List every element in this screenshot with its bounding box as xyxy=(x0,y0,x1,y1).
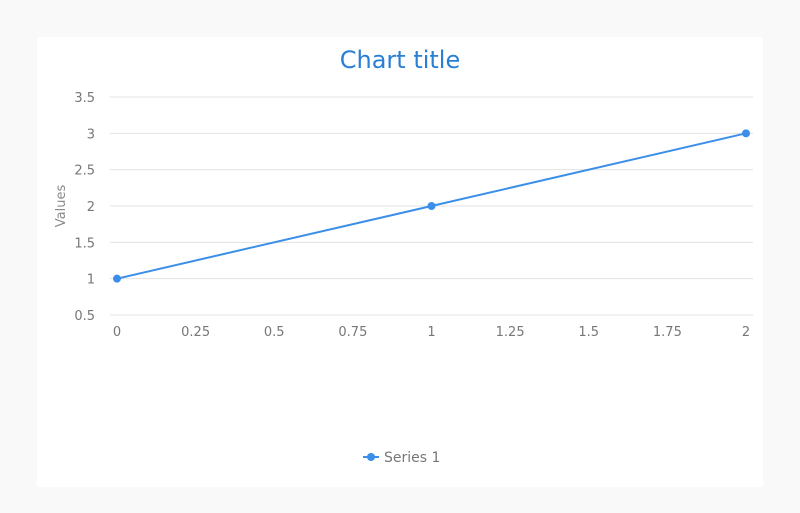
x-tick-label: 2 xyxy=(742,325,750,340)
grid-layer xyxy=(110,96,753,316)
legend[interactable]: Series 1 xyxy=(363,450,440,466)
y-tick-label: 2 xyxy=(87,200,95,215)
y-tick-label: 3 xyxy=(87,127,95,142)
y-tick-label: 1 xyxy=(87,273,95,288)
y-tick-label: 1.5 xyxy=(74,236,95,251)
data-point[interactable] xyxy=(427,202,436,210)
x-tick-label: 0 xyxy=(113,325,121,340)
x-tick-label: 1 xyxy=(427,325,435,340)
legend-series-1-label: Series 1 xyxy=(384,450,440,466)
series-layer xyxy=(113,129,750,283)
x-tick-label: 0.25 xyxy=(181,325,210,340)
x-tick-label: 1.75 xyxy=(653,325,682,340)
y-tick-label: 0.5 xyxy=(74,309,95,324)
y-tick-label: 3.5 xyxy=(74,91,95,106)
data-point[interactable] xyxy=(113,274,121,283)
y-axis-ticks: 0.5 1 1.5 2 2.5 3 3.5 xyxy=(74,91,95,324)
x-tick-label: 0.75 xyxy=(338,325,367,340)
data-point[interactable] xyxy=(742,129,750,138)
line-chart: 0.5 1 1.5 2 2.5 3 3.5 0 0.25 0.5 0.75 1 1.25 1.5 1.75… xyxy=(54,46,753,466)
x-tick-label: 0.5 xyxy=(264,325,285,340)
legend-dot-marker xyxy=(367,453,375,461)
chart-card: 0.5 1 1.5 2 2.5 3 3.5 0 0.25 0.5 0.75 1 1.25 1.5 1.75… xyxy=(37,37,763,487)
y-axis-label: Values xyxy=(54,185,69,228)
x-tick-label: 1.5 xyxy=(578,325,599,340)
y-tick-label: 2.5 xyxy=(74,164,95,179)
chart-title: Chart title xyxy=(340,46,461,74)
x-axis-ticks: 0 0.25 0.5 0.75 1 1.25 1.5 1.75 2 xyxy=(113,325,750,340)
x-tick-label: 1.25 xyxy=(496,325,525,340)
